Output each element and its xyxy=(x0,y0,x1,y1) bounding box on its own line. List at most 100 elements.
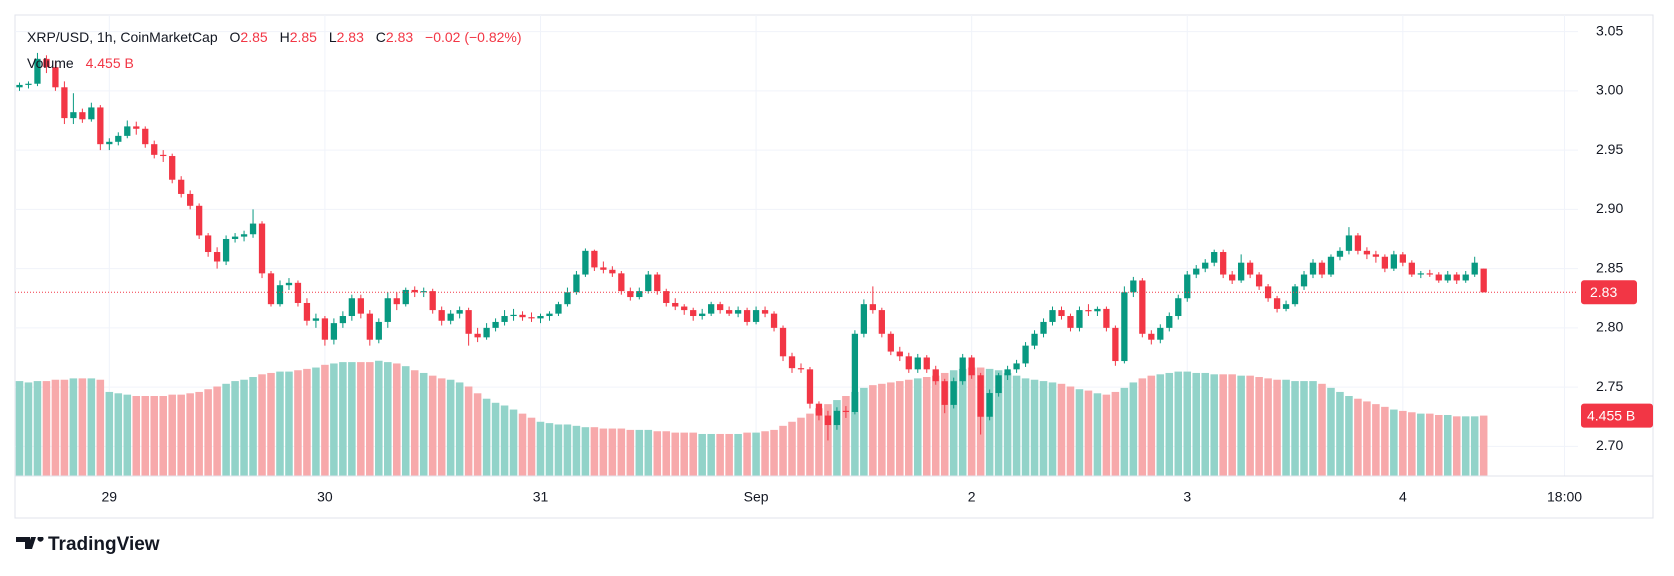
candle-body xyxy=(1363,250,1371,255)
candle-body xyxy=(618,273,625,292)
candle-body xyxy=(528,317,535,319)
candle-body xyxy=(1372,254,1380,257)
volume-bar xyxy=(949,370,958,476)
volume-bar xyxy=(1030,379,1039,476)
candle-body xyxy=(61,87,68,119)
candle-body xyxy=(474,333,481,338)
candle-body xyxy=(196,205,203,236)
volume-bar xyxy=(1300,381,1308,476)
candle-body xyxy=(743,310,751,322)
candle-body xyxy=(1238,262,1245,281)
candle-body xyxy=(717,304,724,311)
candle-body xyxy=(357,298,364,314)
volume-bar xyxy=(186,393,194,476)
y-tick-label: 2.75 xyxy=(1596,378,1623,394)
candle-body xyxy=(88,107,95,120)
volume-bar xyxy=(51,379,60,476)
volume-bar xyxy=(150,396,159,476)
header: XRP/USD, 1h, CoinMarketCap O2.85 H2.85 L… xyxy=(27,29,522,45)
volume-bar xyxy=(1417,413,1425,476)
candle-body xyxy=(1273,298,1281,309)
volume-bar xyxy=(653,431,662,476)
symbol: XRP/USD, 1h, CoinMarketCap xyxy=(27,29,218,45)
candle-body xyxy=(699,313,706,317)
volume-value-label: 4.455 B xyxy=(1587,407,1635,423)
candle-body xyxy=(1130,280,1137,293)
y-tick-label: 2.95 xyxy=(1596,141,1623,157)
volume-bar xyxy=(1372,404,1380,476)
volume-bar xyxy=(1183,371,1192,476)
volume-bar xyxy=(177,394,185,476)
volume-bar xyxy=(321,364,329,476)
candle-body xyxy=(663,291,670,303)
volume-bar xyxy=(680,432,688,476)
volume-bar xyxy=(69,378,78,476)
volume-bar xyxy=(788,421,796,476)
volume-bar xyxy=(60,379,69,476)
volume-bar xyxy=(384,362,392,476)
candle-body xyxy=(1471,262,1478,275)
volume-bar xyxy=(599,428,608,476)
volume-bar xyxy=(1057,383,1066,476)
grid xyxy=(15,15,1578,476)
candle-body xyxy=(887,333,894,352)
volume-bar xyxy=(509,409,518,476)
y-tick-label: 2.70 xyxy=(1596,437,1623,453)
volume-bar xyxy=(1012,375,1021,476)
volume-bar xyxy=(1363,401,1371,476)
volume-bar xyxy=(1174,371,1183,476)
candle-body xyxy=(708,304,715,314)
candle-body xyxy=(1264,286,1272,299)
volume-bar xyxy=(581,427,590,476)
candle-body xyxy=(681,306,688,311)
candle-body xyxy=(1399,254,1406,263)
volume-bar xyxy=(743,432,751,476)
candle-body xyxy=(115,135,122,142)
candle-body xyxy=(151,144,158,155)
volume-bar xyxy=(267,372,275,476)
volume-bar xyxy=(1066,386,1075,476)
logo-mark xyxy=(16,537,44,549)
x-tick-label: 3 xyxy=(1183,489,1191,505)
volume-bar xyxy=(276,371,284,476)
y-tick-label: 2.80 xyxy=(1596,319,1623,335)
candle-body xyxy=(1345,235,1353,251)
candle-body xyxy=(842,410,850,413)
x-tick-label: 18:00 xyxy=(1547,489,1582,505)
volume-bar xyxy=(707,433,715,476)
candle-body xyxy=(824,415,832,426)
candle-body xyxy=(995,375,1002,394)
candle-body xyxy=(1435,274,1442,281)
candle-body xyxy=(1336,250,1344,257)
x-tick-label: 31 xyxy=(533,489,549,505)
volume-bar xyxy=(294,370,302,476)
candle-body xyxy=(1282,304,1290,309)
volume-bar xyxy=(87,378,96,476)
volume-value-box xyxy=(1581,403,1653,428)
volume-bar xyxy=(240,379,248,476)
y-tick-label: 3.00 xyxy=(1596,82,1623,98)
candle-body xyxy=(1166,316,1173,328)
volume-bar xyxy=(698,433,706,476)
candle-body xyxy=(932,369,939,382)
volume-bar xyxy=(482,398,491,476)
candle-body xyxy=(1381,256,1389,269)
candle-body xyxy=(752,310,760,322)
volume-bar xyxy=(689,432,697,476)
volume-bar xyxy=(1282,379,1290,476)
volume-bar xyxy=(1129,382,1138,476)
volume-bar xyxy=(455,382,464,476)
volume-bar xyxy=(303,368,311,476)
candle-body xyxy=(1354,235,1362,251)
candle-body xyxy=(465,310,472,334)
candle-body xyxy=(1175,298,1182,317)
close-label: C xyxy=(376,29,386,45)
candle-body xyxy=(770,313,778,328)
volume-bar xyxy=(33,381,42,476)
candle-body xyxy=(941,381,948,405)
volume-bar xyxy=(1102,394,1111,476)
x-tick-label: 4 xyxy=(1399,489,1407,505)
candle-body xyxy=(1076,310,1083,328)
volume-bar xyxy=(464,386,473,476)
